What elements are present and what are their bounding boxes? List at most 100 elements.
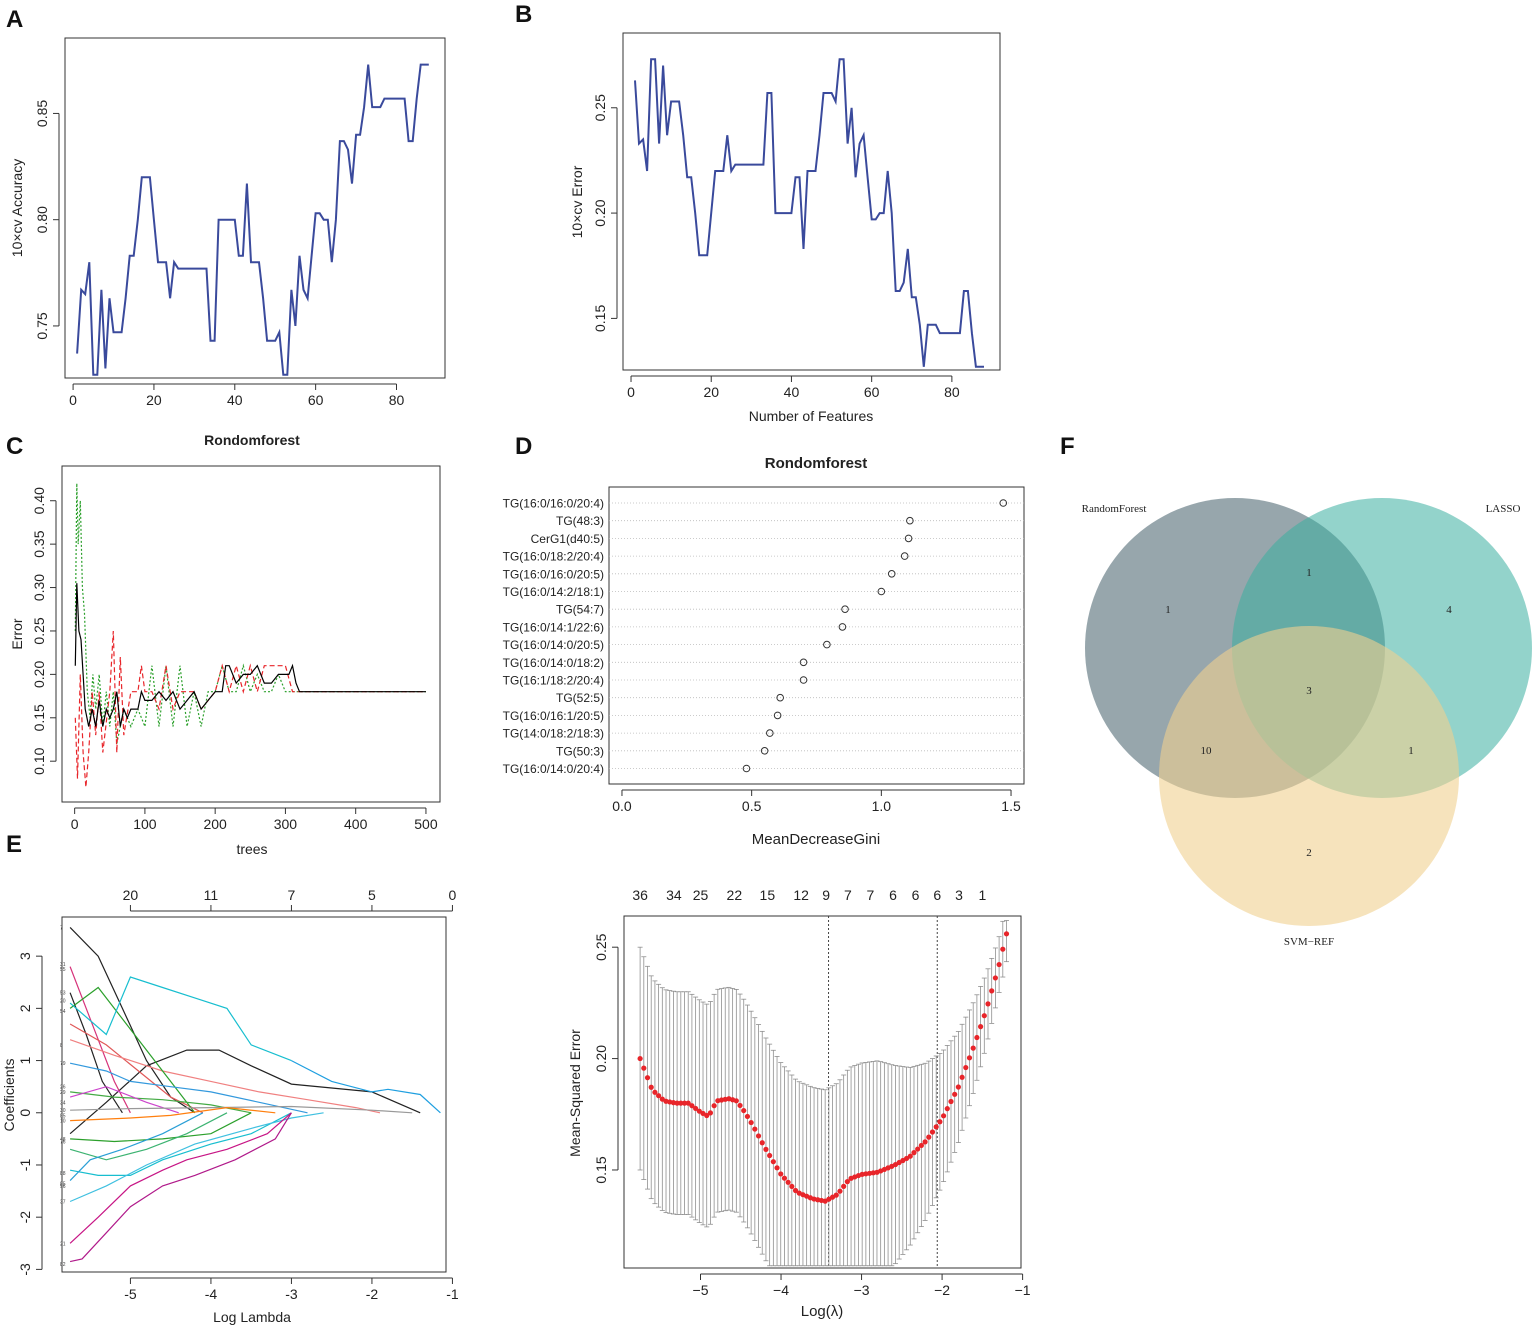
panel-e-left-y-tick-label: 1 [17, 1056, 33, 1064]
panel-d-x-tick-label: 1.0 [872, 798, 892, 814]
panel-e-coef-path-96 [69, 1112, 204, 1182]
venn-label-lasso: LASSO [1486, 503, 1521, 515]
panel-a-y-tick-label: 0.80 [34, 206, 50, 233]
panel-e-right-mse-point [907, 1153, 913, 1159]
panel-e-variable-label: 8 [60, 1043, 63, 1049]
panel-e-right-mse-point [681, 1100, 688, 1106]
panel-c-x-tick-label: 200 [203, 816, 227, 832]
panel-d-point [799, 676, 808, 684]
panel-e-variable-label: 34 [60, 1100, 66, 1106]
panel-e-right-mse-point [940, 1113, 947, 1119]
panel-e-right-mse-point [641, 1065, 647, 1071]
panel-d-feature-label: TG(54:7) [556, 603, 604, 617]
panel-d-point [776, 693, 784, 702]
panel-a-accuracy-line [76, 63, 429, 376]
panel-e-right-mse-point [637, 1055, 643, 1062]
panel-a-ylabel: 10×cv Accuracy [9, 159, 25, 257]
panel-b-x-tick-label: 60 [864, 384, 880, 400]
panel-d-feature-label: TG(16:0/14:2/18:1) [503, 585, 604, 599]
panel-e-coef-path-37 [69, 1112, 324, 1203]
panel-e-right-ylabel: Mean-Squared Error [567, 1029, 583, 1157]
panel-e-variable-label: 85 [60, 1181, 66, 1187]
panel-e-right-mse-point [770, 1159, 776, 1165]
panel-d-point [841, 605, 849, 614]
panel-e-coef-path-29 [69, 1086, 179, 1114]
panel-c-plot-box [61, 465, 441, 803]
panel-e-left-y-tick-label: 3 [17, 952, 33, 960]
panel-d-point [799, 658, 808, 667]
panel-e-coef-path-31 [69, 966, 131, 1114]
panel-d-feature-label: TG(16:1/18:2/20:4) [503, 674, 604, 688]
panel-d-point [877, 587, 886, 596]
panel-e-left-x-tick-label: -4 [205, 1286, 218, 1302]
panel-e-left-y-tick-label: 0 [17, 1109, 33, 1117]
panel-e-right-mse-point [704, 1112, 710, 1119]
panel-e-right-x-tick-label: −3 [854, 1282, 870, 1298]
panel-e-variable-label: 21 [60, 1241, 66, 1247]
panel-b-x-tick-label: 80 [944, 384, 960, 400]
panel-e-right-mse-point [741, 1107, 747, 1114]
panel-e-right-mse-point [656, 1093, 662, 1099]
panel-e-left-y-tick-label: -3 [17, 1263, 33, 1276]
panel-e-right-mse-point [844, 1179, 850, 1185]
venn-count-rf-lasso: 1 [1306, 567, 1312, 579]
panel-b-xlabel: Number of Features [749, 408, 874, 424]
panel-a-y-tick-label: 0.85 [34, 100, 50, 127]
panel-b-ylabel: 10×cv Error [569, 165, 585, 238]
panel-e-right-mse-point [648, 1084, 654, 1090]
panel-e-variable-label: 85 [60, 1113, 66, 1119]
panel-d-x-tick-label: 0.5 [742, 798, 762, 814]
panel-d-title: Rondomforest [765, 455, 868, 472]
panel-e-right-mse-point [974, 1034, 980, 1041]
panel-e-right-mse-point [1000, 946, 1006, 952]
panel-d-feature-label: TG(16:0/16:0/20:5) [503, 567, 604, 581]
panel-a-x-tick-label: 80 [389, 392, 405, 408]
panel-e-variable-label: 30 [60, 1108, 66, 1114]
panel-e-right-mse-point [952, 1091, 958, 1097]
panel-c-y-tick-label: 0.10 [31, 747, 47, 774]
panel-d-x-tick-label: 1.5 [1001, 798, 1021, 814]
panel-d-point [823, 640, 831, 649]
panel-e-left-x-tick-label: -1 [446, 1286, 459, 1302]
panel-e-right-top-label: 34 [666, 887, 682, 903]
panel-d-feature-label: TG(14:0/18:2/18:3) [503, 727, 604, 741]
panel-e-coef-path-85 [69, 1112, 228, 1161]
panel-e-right-y-tick-label: 0.25 [593, 933, 609, 960]
panel-e-right-mse-point [955, 1084, 961, 1090]
panel-e-left-y-tick-label: -1 [17, 1159, 33, 1172]
panel-e-right-mse-point [989, 988, 995, 994]
panel-a-x-tick-label: 20 [146, 392, 162, 408]
panel-e-left-top-tick-label: 7 [288, 887, 296, 903]
panel-e-right-mse-point [685, 1100, 691, 1106]
panel-e-right-mse-point [915, 1146, 921, 1152]
panel-letter-F: F [1060, 433, 1075, 460]
panel-e-right-mse-point [996, 961, 1002, 968]
panel-c-y-tick-label: 0.20 [31, 661, 47, 688]
panel-e-right-mse-point [744, 1113, 751, 1120]
panel-e-right-mse-point [778, 1171, 784, 1177]
panel-c-x-tick-label: 100 [133, 816, 157, 832]
panel-d-feature-label: TG(16:0/14:0/20:5) [503, 638, 604, 652]
panel-d-feature-label: TG(52:5) [556, 691, 604, 705]
panel-d-plot-box [608, 486, 1025, 785]
panel-e-left-x-tick-label: -3 [285, 1286, 298, 1302]
panel-e-right-mse-point [711, 1103, 717, 1109]
panel-d-feature-label: TG(16:0/14:0/20:4) [503, 762, 604, 776]
panel-e-right-mse-point [774, 1165, 780, 1171]
panel-b-plot-box [622, 32, 1001, 371]
panel-e-right-top-label: 7 [867, 887, 875, 903]
panel-e-variable-label: 79 [60, 1061, 66, 1067]
venn-count-svm-only: 2 [1306, 847, 1312, 859]
panel-e-left-ylabel: Coefficients [1, 1059, 17, 1132]
panel-e-right-mse-point [929, 1129, 936, 1135]
venn-count-lasso-only: 4 [1446, 604, 1452, 616]
panel-e-variable-label: 54 [60, 1009, 66, 1015]
panel-e-right-mse-point [985, 1001, 991, 1007]
venn-circle-svm-ref [1159, 626, 1459, 926]
venn-label-svm-ref: SVM−REF [1284, 936, 1334, 948]
panel-e-left-plot-box [61, 916, 447, 1273]
panel-e-right-mse-point [752, 1126, 758, 1132]
panel-e-right-top-label: 3 [955, 887, 963, 903]
panel-e-coef-path-79 [69, 1062, 308, 1114]
